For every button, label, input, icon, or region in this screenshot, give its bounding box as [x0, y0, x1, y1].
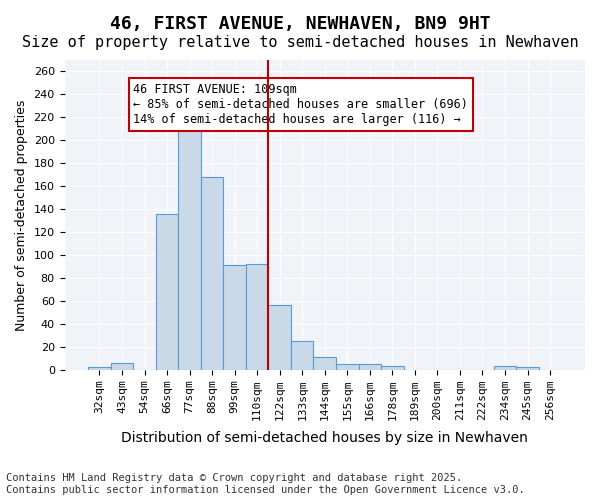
- Bar: [313, 357, 336, 370]
- Bar: [178, 126, 201, 370]
- Bar: [88, 368, 111, 370]
- Y-axis label: Number of semi-detached properties: Number of semi-detached properties: [15, 99, 28, 330]
- Bar: [201, 177, 223, 370]
- Bar: [291, 341, 313, 370]
- Bar: [111, 363, 133, 370]
- Bar: [516, 368, 539, 370]
- Bar: [268, 306, 291, 370]
- Bar: [246, 264, 268, 370]
- Text: 46 FIRST AVENUE: 109sqm
← 85% of semi-detached houses are smaller (696)
14% of s: 46 FIRST AVENUE: 109sqm ← 85% of semi-de…: [133, 83, 468, 126]
- Bar: [156, 214, 178, 370]
- Bar: [381, 366, 404, 370]
- Text: 46, FIRST AVENUE, NEWHAVEN, BN9 9HT: 46, FIRST AVENUE, NEWHAVEN, BN9 9HT: [110, 15, 490, 33]
- Text: Contains HM Land Registry data © Crown copyright and database right 2025.
Contai: Contains HM Land Registry data © Crown c…: [6, 474, 525, 495]
- Text: Size of property relative to semi-detached houses in Newhaven: Size of property relative to semi-detach…: [22, 35, 578, 50]
- Bar: [494, 366, 516, 370]
- X-axis label: Distribution of semi-detached houses by size in Newhaven: Distribution of semi-detached houses by …: [121, 431, 528, 445]
- Bar: [336, 364, 359, 370]
- Bar: [223, 266, 246, 370]
- Bar: [359, 364, 381, 370]
